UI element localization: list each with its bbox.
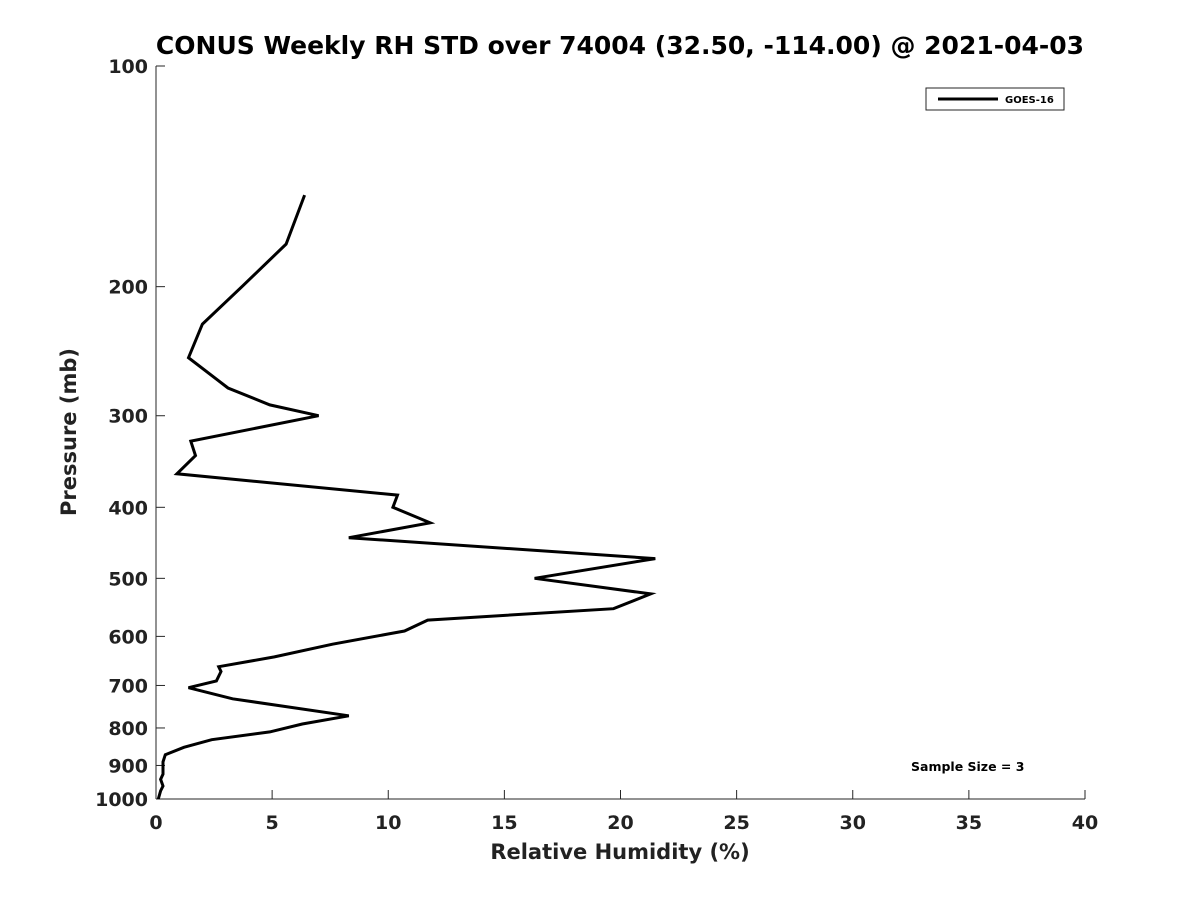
x-tick-label: 0: [149, 812, 162, 834]
x-axis-ticks: 0 5 10 15 20 25 30 35 40: [149, 790, 1098, 834]
y-tick-label: 800: [108, 718, 148, 740]
y-tick-label: 100: [108, 56, 148, 78]
x-tick-label: 35: [956, 812, 982, 834]
x-axis-label: Relative Humidity (%): [490, 840, 749, 864]
legend-label-goes-16: GOES-16: [1005, 95, 1054, 106]
x-tick-label: 25: [723, 812, 749, 834]
x-tick-label: 40: [1072, 812, 1098, 834]
y-tick-label: 400: [108, 497, 148, 519]
x-tick-label: 15: [491, 812, 517, 834]
y-tick-label: 700: [108, 675, 148, 697]
y-tick-label: 900: [108, 755, 148, 777]
sample-size-annotation: Sample Size = 3: [911, 759, 1024, 774]
x-tick-label: 10: [375, 812, 401, 834]
chart-title: CONUS Weekly RH STD over 74004 (32.50, -…: [156, 31, 1084, 60]
y-tick-label: 600: [108, 626, 148, 648]
x-tick-label: 30: [840, 812, 866, 834]
y-tick-label: 200: [108, 277, 148, 299]
y-axis-ticks: 100 200 300 400 500 600 700 800 900 1000: [95, 56, 165, 811]
y-tick-label: 300: [108, 406, 148, 428]
y-axis-label: Pressure (mb): [57, 348, 81, 516]
legend: GOES-16: [925, 87, 1065, 111]
x-tick-label: 20: [607, 812, 633, 834]
x-tick-label: 5: [266, 812, 279, 834]
y-tick-label: 500: [108, 568, 148, 590]
series-layer: [156, 194, 657, 800]
y-tick-label: 1000: [95, 789, 148, 811]
series-line-goes-16: [156, 194, 657, 800]
